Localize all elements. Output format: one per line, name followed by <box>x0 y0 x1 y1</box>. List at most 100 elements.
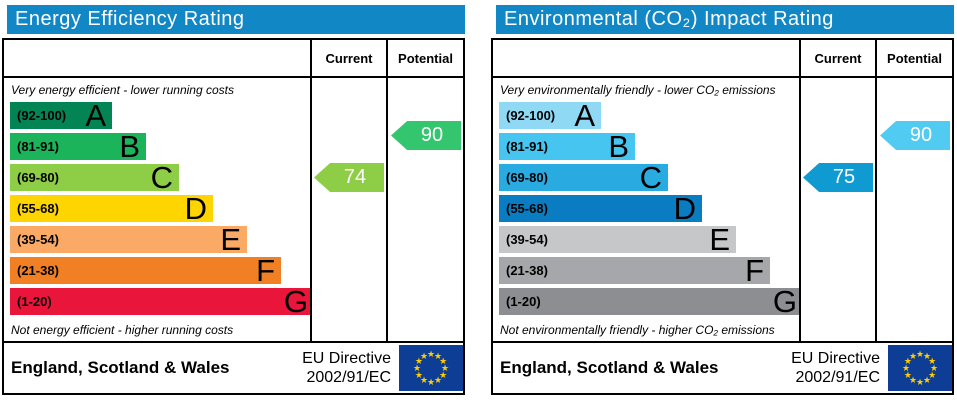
band-a: (92-100) A <box>10 97 112 133</box>
eu-directive-line1: EU Directive <box>791 349 880 367</box>
eu-star-icon: ★ <box>928 370 937 380</box>
eu-directive-line1: EU Directive <box>302 349 391 367</box>
eu-star-icon: ★ <box>928 356 937 366</box>
potential-rating-arrow: 90 <box>880 121 950 150</box>
panel-footer: England, Scotland & Wales EU Directive 2… <box>493 341 952 393</box>
band-range-label: (21-38) <box>506 263 548 278</box>
band-range-label: (39-54) <box>506 232 548 247</box>
energy-efficiency-panel: Energy Efficiency Rating Current Potenti… <box>2 5 465 395</box>
chart-body: Very environmentally friendly - lower CO… <box>493 78 952 341</box>
band-letter: G <box>283 283 308 319</box>
eu-star-icon: ★ <box>433 375 443 386</box>
current-column-header: Current <box>310 40 386 76</box>
band-ladder-column: Very environmentally friendly - lower CO… <box>493 78 799 341</box>
eu-directive-line2: 2002/91/EC <box>306 369 391 386</box>
band-letter: D <box>673 190 696 226</box>
eu-star-icon: ★ <box>412 363 422 373</box>
band-a: (92-100) A <box>499 97 601 133</box>
eu-star-icon: ★ <box>922 375 932 386</box>
band-range-label: (81-91) <box>506 139 548 154</box>
potential-column-header: Potential <box>875 40 952 76</box>
band-g: (1-20) G <box>10 283 310 319</box>
band-letter: F <box>745 252 764 288</box>
eu-star-icon: ★ <box>426 349 436 359</box>
potential-rating-arrow: 90 <box>391 121 461 150</box>
current-rating-arrow: 74 <box>314 163 384 192</box>
eu-star-icon: ★ <box>414 356 423 366</box>
current-column-header: Current <box>799 40 875 76</box>
eu-star-icon: ★ <box>915 349 925 359</box>
current-value-column: 75 <box>799 78 875 341</box>
band-letter: F <box>256 252 275 288</box>
band-letter: A <box>85 97 106 133</box>
band-letter: E <box>220 221 241 257</box>
eu-star-icon: ★ <box>433 350 443 361</box>
band-letter: A <box>574 97 595 133</box>
band-range-label: (92-100) <box>506 108 556 123</box>
band-b: (81-91) B <box>499 128 635 164</box>
band-d: (55-68) D <box>10 190 213 226</box>
environmental-chart-box: Current Potential Very environmentally f… <box>491 38 954 395</box>
header-spacer <box>4 40 310 76</box>
band-letter: C <box>639 159 662 195</box>
eu-directive-line2: 2002/91/EC <box>795 369 880 386</box>
top-caption: Very environmentally friendly - lower CO… <box>500 83 776 97</box>
current-rating-arrow: 75 <box>803 163 873 192</box>
region-label: England, Scotland & Wales <box>11 358 230 377</box>
eu-star-icon: ★ <box>903 370 912 380</box>
band-range-label: (55-68) <box>506 201 548 216</box>
band-g: (1-20) G <box>499 283 799 319</box>
eu-directive-label: EU Directive 2002/91/EC <box>302 349 391 387</box>
environmental-panel-title: Environmental (CO₂) Impact Rating <box>496 5 954 34</box>
eu-star-icon: ★ <box>440 363 450 373</box>
eu-star-icon: ★ <box>414 370 423 380</box>
eu-star-icon: ★ <box>439 356 448 366</box>
chart-body: Very energy efficient - lower running co… <box>4 78 463 341</box>
band-letter: B <box>119 128 140 164</box>
band-letter: G <box>772 283 797 319</box>
column-header-row: Current Potential <box>4 40 463 78</box>
band-range-label: (69-80) <box>17 170 59 185</box>
eu-star-icon: ★ <box>426 377 436 387</box>
eu-star-icon: ★ <box>901 363 911 373</box>
potential-value-column: 90 <box>875 78 952 341</box>
top-caption: Very energy efficient - lower running co… <box>11 83 234 97</box>
eu-flag-icon: ★ ★ ★ ★ ★ ★ ★ ★ ★ ★ ★ ★ <box>888 345 952 391</box>
potential-value-column: 90 <box>386 78 463 341</box>
current-value-column: 74 <box>310 78 386 341</box>
band-f: (21-38) F <box>499 252 770 288</box>
region-label: England, Scotland & Wales <box>500 358 719 377</box>
band-ladder: (92-100) A (81-91) B (69-80) C (55-68) D (39-54)… <box>493 97 799 319</box>
band-range-label: (81-91) <box>17 139 59 154</box>
header-spacer <box>493 40 799 76</box>
energy-chart-box: Current Potential Very energy efficient … <box>2 38 465 395</box>
eu-star-icon: ★ <box>922 350 932 361</box>
band-range-label: (92-100) <box>17 108 67 123</box>
eu-star-icon: ★ <box>439 370 448 380</box>
band-f: (21-38) F <box>10 252 281 288</box>
band-range-label: (21-38) <box>17 263 59 278</box>
band-c: (69-80) C <box>10 162 179 193</box>
band-letter: B <box>608 128 629 164</box>
column-header-row: Current Potential <box>493 40 952 78</box>
eu-star-icon: ★ <box>419 375 429 386</box>
band-range-label: (1-20) <box>17 294 52 309</box>
band-range-label: (1-20) <box>506 294 541 309</box>
band-d: (55-68) D <box>499 190 702 226</box>
band-c: (69-80) C <box>499 159 668 195</box>
eu-star-icon: ★ <box>419 350 429 361</box>
bottom-caption: Not energy efficient - higher running co… <box>11 323 234 337</box>
bottom-caption: Not environmentally friendly - higher CO… <box>500 323 775 337</box>
environmental-impact-panel: Environmental (CO₂) Impact Rating Curren… <box>491 5 954 395</box>
eu-star-icon: ★ <box>903 356 912 366</box>
panel-footer: England, Scotland & Wales EU Directive 2… <box>4 341 463 393</box>
band-letter: E <box>709 221 730 257</box>
eu-star-icon: ★ <box>915 377 925 387</box>
energy-panel-title: Energy Efficiency Rating <box>7 5 465 34</box>
eu-star-icon: ★ <box>908 375 918 386</box>
band-letter: D <box>184 190 207 226</box>
eu-star-icon: ★ <box>908 350 918 361</box>
band-range-label: (69-80) <box>506 170 548 185</box>
eu-star-icon: ★ <box>929 363 939 373</box>
band-b: (81-91) B <box>10 128 146 164</box>
